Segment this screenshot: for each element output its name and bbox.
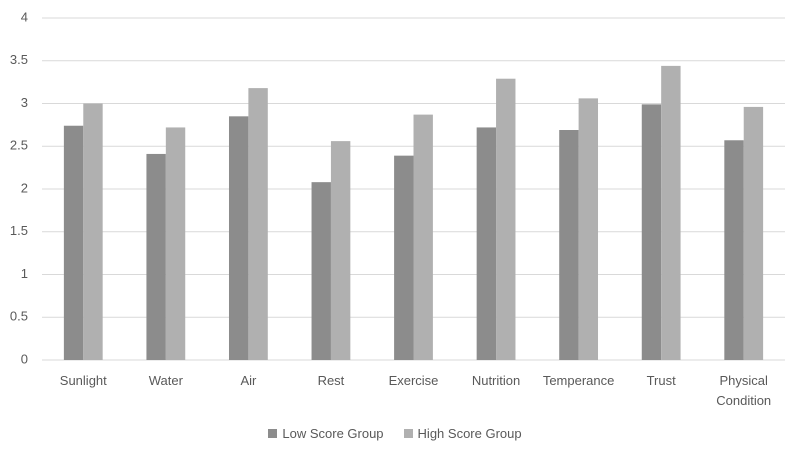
x-tick-label: Temperance <box>542 373 615 388</box>
y-tick-label: 3 <box>21 95 28 110</box>
bar <box>165 127 186 360</box>
bar <box>413 114 433 361</box>
x-tick-label: Physical Condition <box>716 373 772 408</box>
x-tick-label: Sunlight <box>59 373 107 388</box>
bar <box>641 104 662 360</box>
legend-label: High Score Group <box>417 426 522 441</box>
bar <box>330 141 351 360</box>
bar <box>311 182 331 360</box>
bar <box>661 65 681 360</box>
x-tick-label: Trust <box>646 373 676 388</box>
y-tick-label: 3.5 <box>10 52 28 67</box>
bar <box>146 153 166 360</box>
bar <box>248 88 268 361</box>
y-tick-label: 2.5 <box>10 138 28 153</box>
x-tick-label: Air <box>240 373 257 388</box>
legend-item: High Score Group <box>403 426 522 441</box>
x-tick-label: Rest <box>317 373 345 388</box>
bar <box>394 155 414 360</box>
bar <box>228 116 249 360</box>
bar <box>83 103 103 360</box>
x-tick-label: Water <box>148 373 183 388</box>
bar <box>743 106 764 360</box>
bar <box>63 125 84 360</box>
y-tick-label: 2 <box>21 180 28 195</box>
legend-label: Low Score Group <box>282 426 384 441</box>
bar <box>578 98 599 361</box>
legend-swatch <box>403 429 413 438</box>
y-tick-label: 4 <box>21 9 28 24</box>
legend-item: Low Score Group <box>268 426 384 441</box>
legend-swatch <box>268 429 278 438</box>
bar <box>559 130 579 360</box>
x-tick-label: Nutrition <box>471 373 521 388</box>
y-tick-label: 1.5 <box>10 223 28 238</box>
legend: Low Score Group High Score Group <box>0 426 790 441</box>
bar <box>476 127 497 360</box>
y-tick-label: 0.5 <box>10 309 28 324</box>
x-tick-label: Exercise <box>388 373 439 388</box>
y-tick-label: 1 <box>21 266 28 281</box>
bar <box>724 140 744 360</box>
bar <box>496 78 516 360</box>
y-tick-label: 0 <box>21 351 28 366</box>
